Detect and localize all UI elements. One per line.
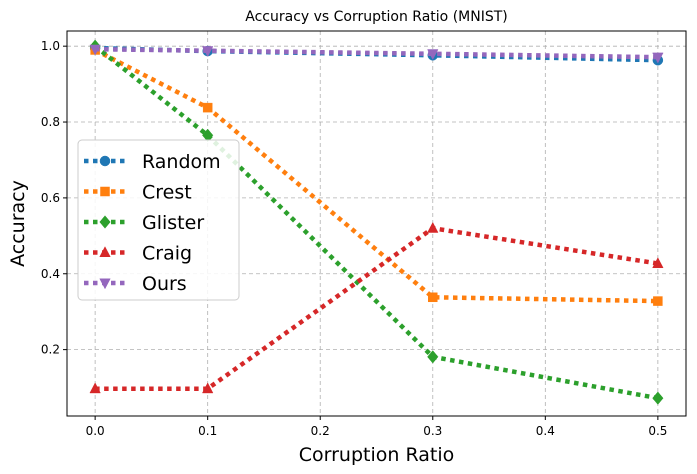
data-point-craig [427,221,439,233]
legend-marker [99,278,111,290]
series-ours [89,44,664,64]
legend-label: Random [142,151,221,173]
plot-frame [66,30,687,417]
legend: Random Crest Glister Craig Ours [77,139,240,301]
x-tick-label: 0.4 [536,424,555,438]
legend-item-craig: Craig [84,243,192,265]
legend-marker [99,215,111,229]
y-tick-label: 0.8 [41,115,60,129]
y-axis-label: Accuracy [7,180,29,267]
x-tick-label: 0.0 [86,424,105,438]
legend-box [77,139,240,301]
legend-marker [100,186,110,197]
legend-label: Craig [142,243,192,265]
y-tick-label: 1.0 [41,39,60,53]
data-point-crest [202,102,213,113]
data-point-craig [89,382,101,394]
data-point-craig [652,257,664,269]
series-line-crest [94,47,658,304]
data-point-ours [202,46,214,58]
y-tick-label: 0.4 [41,267,60,281]
data-point-ours [652,52,664,64]
legend-item-glister: Glister [84,212,204,234]
legend-label: Glister [142,212,204,234]
legend-label: Crest [142,182,192,204]
series-glister [89,39,664,405]
legend-item-crest: Crest [84,182,192,204]
series-lines [89,39,664,405]
data-point-crest [428,292,438,303]
chart-title: Accuracy vs Corruption Ratio (MNIST) [245,9,507,25]
legend-marker [99,246,111,257]
data-point-crest [653,296,663,306]
x-tick-label: 0.5 [648,424,667,438]
data-point-craig [202,382,214,394]
legend-item-ours: Ours [84,273,187,295]
x-tick-label: 0.1 [198,424,217,438]
data-point-glister [427,350,439,364]
y-tick-label: 0.6 [41,191,60,205]
series-line-ours [95,46,658,60]
data-point-ours [427,49,439,61]
x-axis-label: Corruption Ratio [299,444,455,466]
data-point-glister [652,391,664,405]
series-craig [89,221,664,394]
legend-item-random: Random [84,151,221,173]
axis-ticks: 0.0 0.1 0.2 0.3 0.4 0.5 0.2 0.4 0.6 0.8 1.0 [41,39,668,438]
data-point-ours [89,44,101,56]
legend-label: Ours [142,273,187,295]
x-tick-label: 0.2 [311,424,330,438]
series-line-craig [95,225,659,391]
series-line-glister [93,44,659,401]
x-tick-label: 0.3 [423,424,442,438]
legend-marker [99,155,111,167]
y-tick-label: 0.2 [41,343,60,357]
